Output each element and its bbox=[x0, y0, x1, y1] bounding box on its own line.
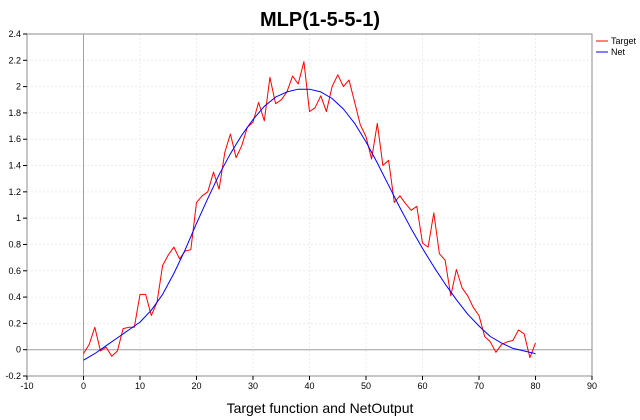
x-tick-label: 70 bbox=[474, 381, 484, 391]
x-tick-label: 30 bbox=[248, 381, 258, 391]
chart-title: MLP(1-5-5-1) bbox=[260, 9, 380, 31]
x-tick-label: 20 bbox=[191, 381, 201, 391]
x-tick-label: 50 bbox=[361, 381, 371, 391]
y-axis: -0.2 0 0.2 0.4 0.6 0.8 1 1.2 1.4 1.6 1.8 2 2.2 2.4 bbox=[5, 29, 27, 381]
x-tick-label: 90 bbox=[587, 381, 597, 391]
x-tick-label: 80 bbox=[530, 381, 540, 391]
y-tick-label: 0.4 bbox=[8, 292, 21, 302]
y-tick-label: 2.4 bbox=[8, 29, 21, 39]
y-tick-label: 0.2 bbox=[8, 318, 21, 328]
legend-label-target: Target bbox=[611, 36, 637, 46]
series-line-net bbox=[83, 88, 536, 361]
y-tick-label: 1.6 bbox=[8, 134, 21, 144]
y-tick-label: 0.6 bbox=[8, 266, 21, 276]
legend-label-net: Net bbox=[611, 47, 626, 57]
y-tick-label: -0.2 bbox=[5, 371, 21, 381]
series-line-target bbox=[83, 61, 536, 359]
y-tick-label: 1.2 bbox=[8, 187, 21, 197]
y-tick-label: 2.2 bbox=[8, 55, 21, 65]
y-tick-label: 1 bbox=[16, 213, 21, 223]
series bbox=[83, 61, 536, 361]
y-tick-label: 0.8 bbox=[8, 239, 21, 249]
y-tick-label: 2 bbox=[16, 82, 21, 92]
y-tick-label: 0 bbox=[16, 345, 21, 355]
x-tick-label: 60 bbox=[417, 381, 427, 391]
x-tick-label: -10 bbox=[20, 381, 33, 391]
y-tick-label: 1.8 bbox=[8, 108, 21, 118]
x-tick-label: 40 bbox=[304, 381, 314, 391]
x-axis-label: Target function and NetOutput bbox=[227, 400, 414, 416]
y-tick-label: 1.4 bbox=[8, 161, 21, 171]
x-tick-label: 10 bbox=[135, 381, 145, 391]
x-axis: -10 0 10 20 30 40 50 60 70 80 90 bbox=[20, 376, 597, 391]
x-tick-label: 0 bbox=[81, 381, 86, 391]
